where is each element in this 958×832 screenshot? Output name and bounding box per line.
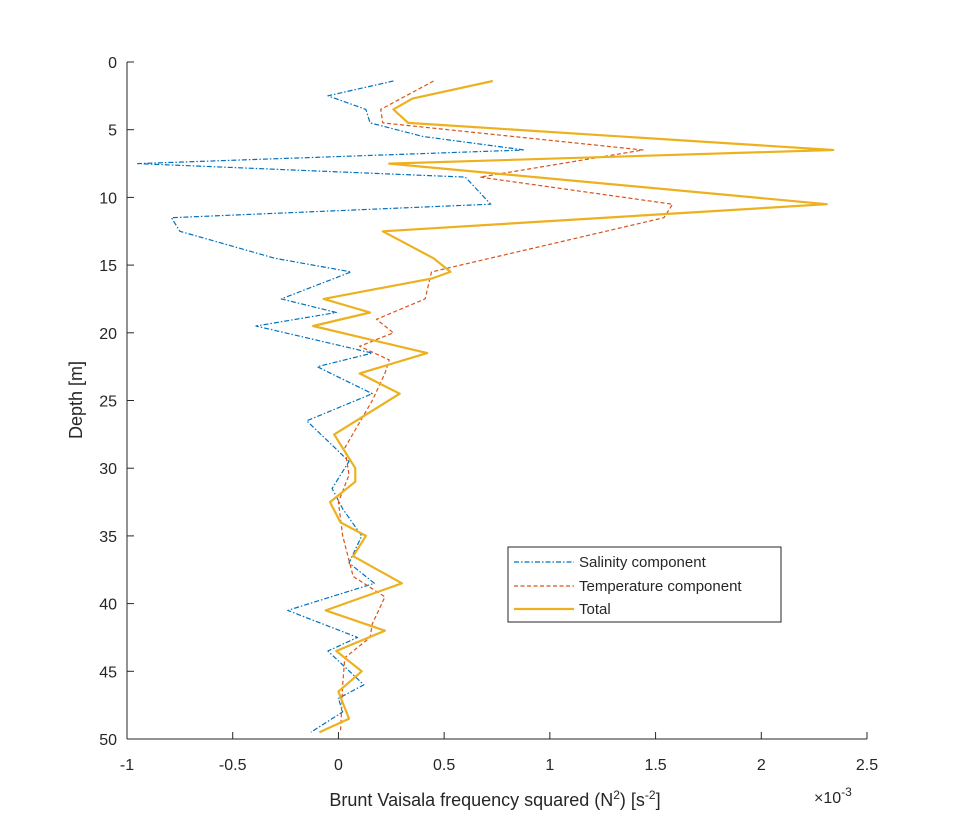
series-line-total <box>312 79 835 734</box>
series-layer <box>137 79 835 734</box>
x-tick-label: -1 <box>120 757 134 774</box>
x-ticks: -1 -0.5 0 0.5 1 1.5 2 2.5 <box>120 732 878 774</box>
x-tick-label: 2 <box>757 757 766 774</box>
x-exponent-power: -3 <box>841 785 852 799</box>
x-axis-label: Brunt Vaisala frequency squared (N2) [s-… <box>329 788 660 810</box>
plot-axes <box>126 62 867 740</box>
x-tick-label: 0.5 <box>433 757 455 774</box>
x-tick-label: 1.5 <box>644 757 666 774</box>
y-tick-label: 5 <box>108 123 117 140</box>
x-axis-label-sup2: -2 <box>645 788 656 802</box>
y-tick-label: 20 <box>99 326 117 343</box>
y-tick-label: 50 <box>99 732 117 749</box>
y-tick-label: 15 <box>99 258 117 275</box>
y-tick-label: 10 <box>99 190 117 207</box>
y-tick-label: 35 <box>99 529 117 546</box>
x-tick-label: 1 <box>545 757 554 774</box>
x-tick-label: -0.5 <box>219 757 247 774</box>
legend-label-temperature: Temperature component <box>579 578 742 595</box>
x-exponent-base: ×10 <box>814 790 841 807</box>
series-line-temperature <box>337 80 674 733</box>
x-axis-label-main: Brunt Vaisala frequency squared (N <box>329 790 613 810</box>
y-axis-label: Depth [m] <box>66 361 86 439</box>
x-axis-label-mid: ) [s <box>620 790 645 810</box>
y-tick-label: 40 <box>99 597 117 614</box>
x-axis-label-end: ] <box>656 790 661 810</box>
series-line-salinity <box>137 80 526 733</box>
y-tick-label: 45 <box>99 664 117 681</box>
y-tick-label: 25 <box>99 394 117 411</box>
legend: Salinity component Temperature component… <box>507 546 782 623</box>
x-tick-label: 2.5 <box>856 757 878 774</box>
x-tick-label: 0 <box>334 757 343 774</box>
x-axis-label-sup1: 2 <box>613 788 620 802</box>
y-tick-label: 30 <box>99 461 117 478</box>
y-ticks: 0 5 10 15 20 25 30 35 40 45 50 <box>99 55 134 749</box>
legend-box <box>507 546 782 623</box>
legend-label-salinity: Salinity component <box>579 554 707 571</box>
y-tick-label: 0 <box>108 55 117 72</box>
legend-label-total: Total <box>579 601 611 618</box>
x-exponent-label: ×10-3 <box>814 785 852 807</box>
